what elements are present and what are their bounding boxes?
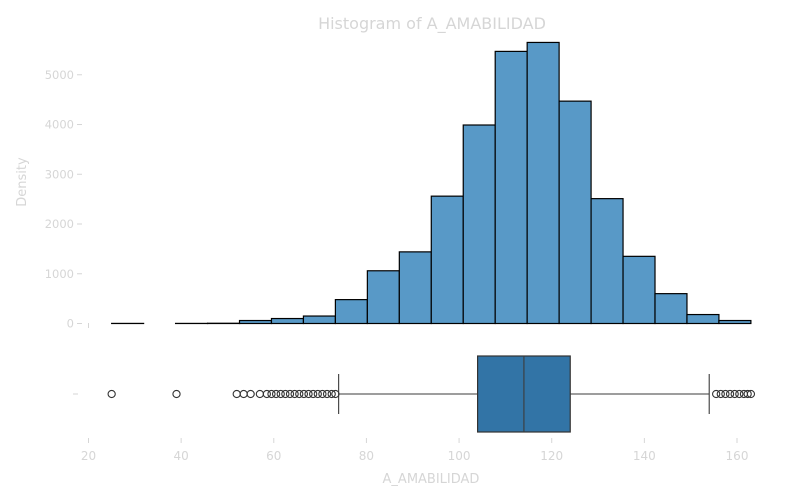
outlier-point	[721, 389, 730, 399]
histogram-panel	[111, 41, 752, 325]
y-tick-label: 1000	[45, 267, 74, 281]
chart-title: Histogram of A_AMABILIDAD	[318, 14, 546, 34]
y-tick-label: 4000	[45, 118, 74, 132]
outlier-point	[299, 389, 309, 399]
outlier-point	[322, 389, 332, 399]
histogram-bar	[718, 319, 752, 325]
outlier-point	[318, 389, 327, 399]
y-tick-label: 2000	[45, 217, 74, 231]
outlier-point	[309, 389, 318, 399]
outlier-point	[295, 389, 304, 399]
outlier-point	[232, 389, 241, 399]
x-tick-label: 100	[448, 449, 471, 463]
y-tick-label: 5000	[45, 68, 74, 82]
outlier-point	[327, 389, 336, 399]
outlier-point	[285, 389, 295, 399]
x-tick-label: 20	[81, 449, 96, 463]
outlier-point	[271, 389, 281, 399]
outlier-point	[267, 389, 276, 399]
histogram-bar	[334, 299, 368, 325]
x-tick-label: 160	[726, 449, 749, 463]
outlier-point	[107, 389, 116, 399]
outlier-point	[735, 389, 744, 399]
x-tick-label: 40	[174, 449, 189, 463]
x-axis-label: A_AMABILIDAD	[383, 472, 480, 487]
y-tick-label: 3000	[45, 167, 74, 181]
histogram-bar	[430, 195, 464, 325]
outlier-point	[725, 389, 735, 399]
outlier-point	[246, 389, 255, 399]
outlier-point	[239, 389, 248, 399]
outlier-point	[276, 389, 285, 399]
histogram-bar	[302, 315, 336, 325]
histogram-bar	[654, 293, 688, 325]
outlier-point	[281, 389, 290, 399]
y-tick-label: 0	[67, 317, 74, 331]
outlier-point	[743, 389, 752, 399]
histogram-bar	[270, 317, 305, 325]
histogram-bar	[462, 124, 496, 325]
outlier-point	[331, 389, 340, 399]
boxplot-panel	[107, 355, 756, 433]
outlier-point	[712, 389, 721, 399]
outlier-point	[730, 389, 739, 399]
outlier-point	[255, 389, 265, 399]
y-axis-label: Density	[15, 157, 30, 207]
histogram-bar	[494, 50, 528, 325]
axes: 0 1000 2000 3000 4000 5000 20 40 60 80 100 120 140 16…	[45, 68, 749, 463]
histogram-bar	[398, 251, 432, 325]
histogram-bar	[558, 100, 592, 325]
outlier-point	[304, 389, 313, 399]
outlier-point	[290, 389, 299, 399]
outlier-point	[313, 389, 322, 399]
histogram-bar	[366, 270, 400, 325]
x-tick-label: 140	[633, 449, 656, 463]
histogram-bar	[238, 319, 273, 325]
outlier-point	[262, 389, 271, 399]
histogram-bar	[622, 255, 656, 325]
x-tick-label: 60	[266, 449, 281, 463]
x-tick-label: 120	[540, 449, 563, 463]
x-tick-label: 80	[359, 449, 374, 463]
outlier-point	[746, 389, 756, 399]
histogram-bar	[526, 41, 560, 325]
outlier-point	[716, 389, 725, 399]
histogram-bar	[686, 313, 720, 325]
outlier-point	[172, 389, 181, 399]
histogram-bar	[590, 198, 624, 325]
